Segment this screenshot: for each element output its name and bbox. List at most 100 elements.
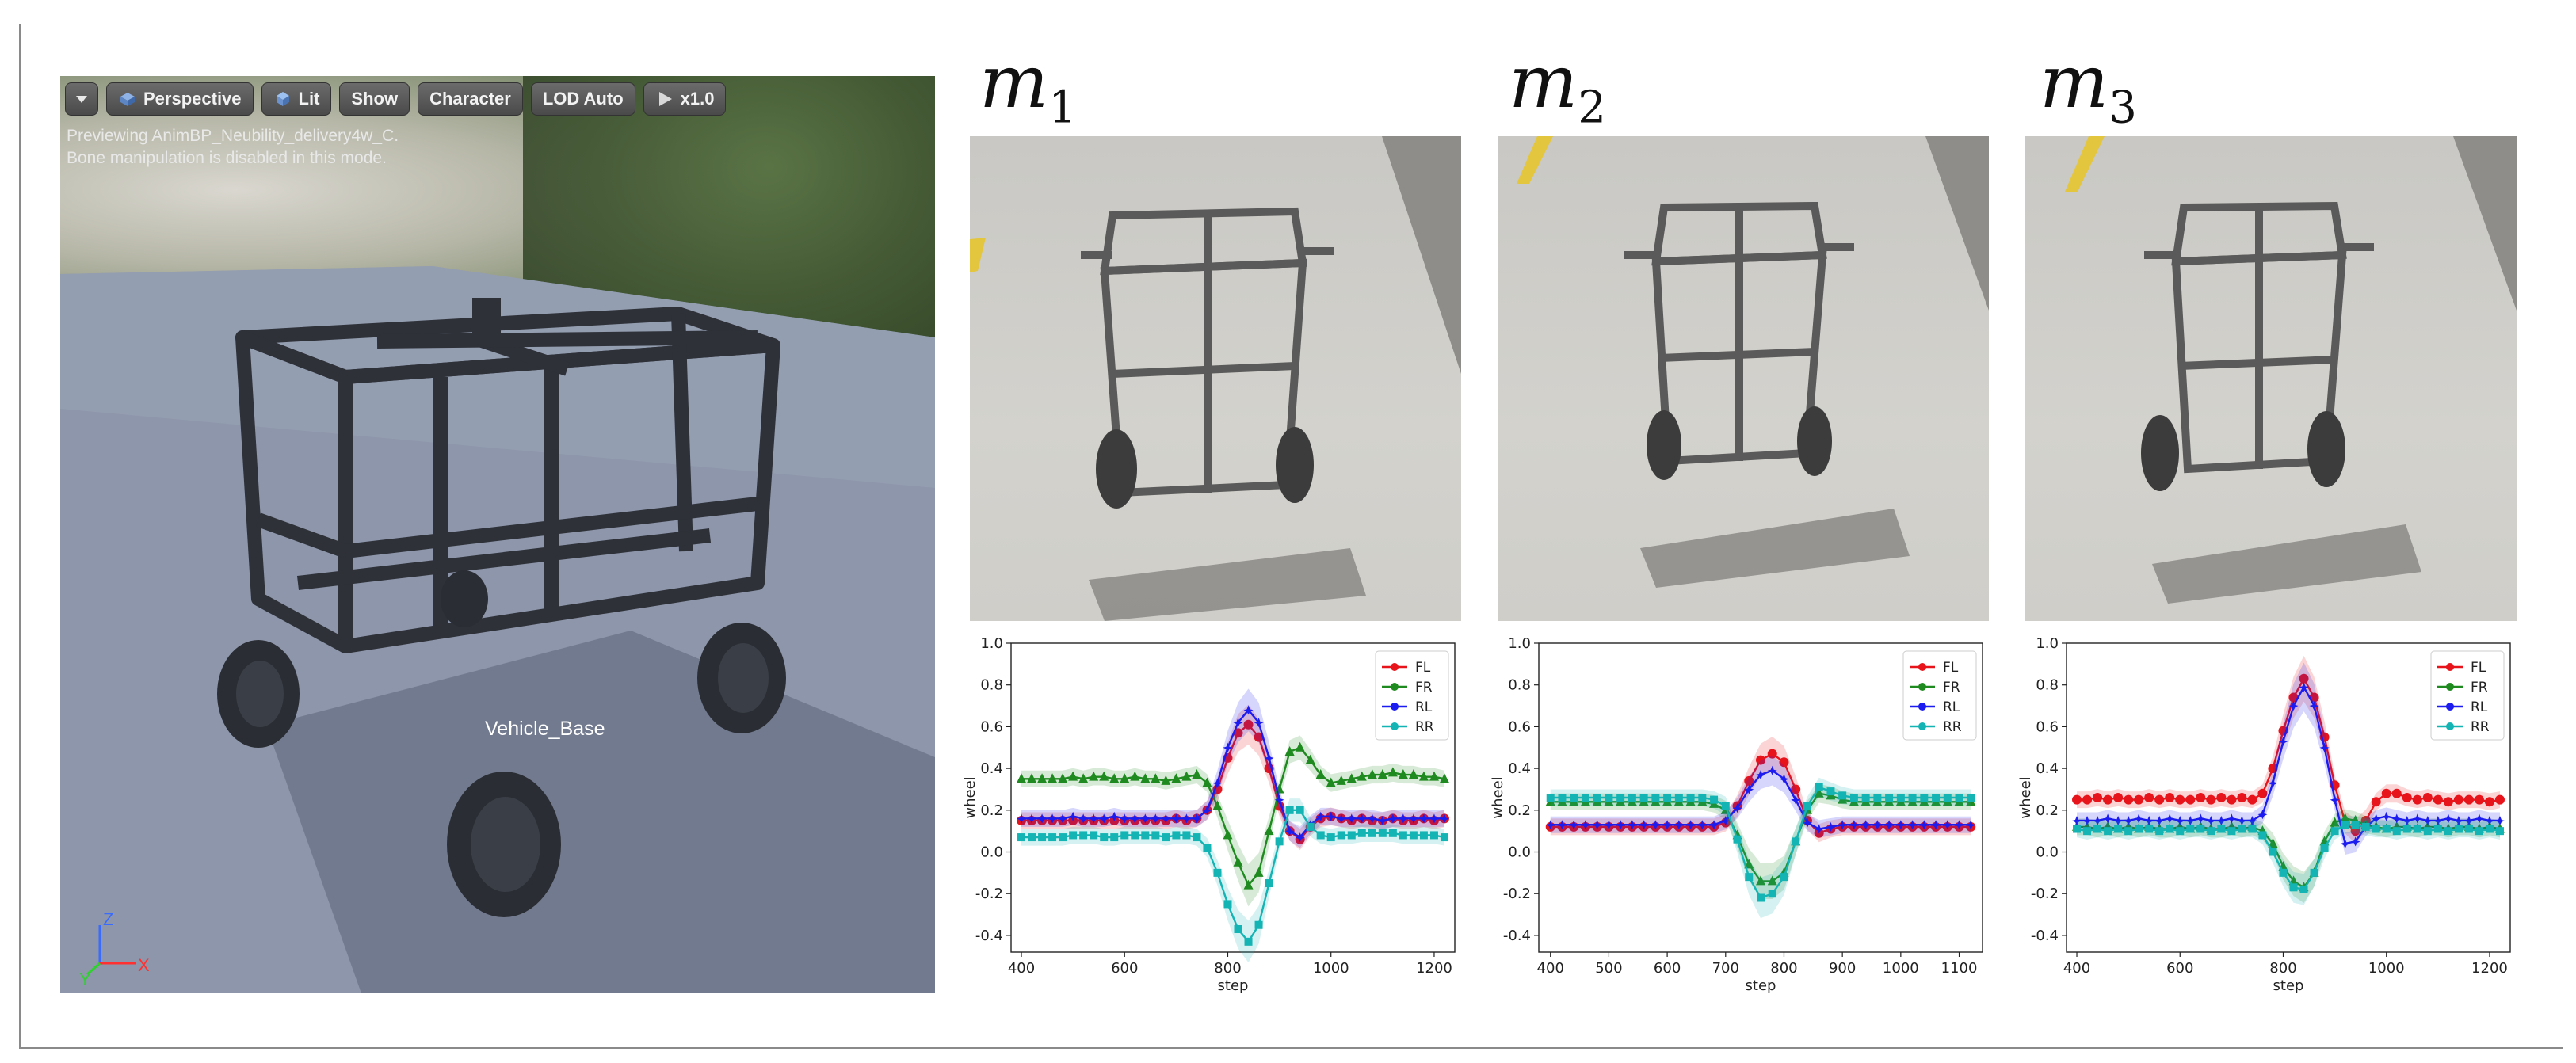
data-point-RR: [2166, 825, 2174, 833]
data-point-RL: [1418, 813, 1429, 824]
character-button[interactable]: Character: [418, 82, 523, 116]
lit-button[interactable]: Lit: [261, 82, 332, 116]
data-point-FL: [1756, 755, 1765, 765]
legend-marker-FR: [1918, 683, 1926, 691]
data-point-RR: [1244, 937, 1253, 946]
data-point-RL: [1120, 813, 1130, 824]
data-point-RL: [1048, 813, 1058, 824]
data-point-RL: [1140, 813, 1151, 824]
x-axis-label: step: [2273, 977, 2304, 994]
data-point-RR: [2258, 831, 2267, 840]
data-point-RL: [1109, 811, 1120, 821]
bone-manipulation-message: Bone manipulation is disabled in this mo…: [67, 149, 387, 167]
data-point-RL: [2185, 815, 2196, 825]
data-point-RL: [1171, 813, 1181, 824]
data-point-FR: [1109, 773, 1120, 783]
data-point-RL: [1212, 778, 1223, 788]
lod-button[interactable]: LOD Auto: [530, 82, 635, 116]
data-point-RR: [1172, 831, 1181, 840]
data-point-RR: [2392, 827, 2401, 836]
data-point-RL: [2381, 811, 2391, 821]
editor-viewport[interactable]: Perspective Lit Show Character LOD Auto …: [60, 76, 935, 993]
data-point-RL: [2072, 815, 2082, 825]
perspective-button[interactable]: Perspective: [106, 82, 254, 116]
data-point-RR: [2289, 883, 2298, 892]
data-point-RR: [1120, 831, 1129, 840]
data-point-FR: [1315, 769, 1326, 779]
data-point-RR: [1090, 831, 1098, 840]
data-point-RL: [1966, 820, 1976, 830]
data-point-FR: [1212, 800, 1223, 810]
data-point-RR: [1803, 802, 1811, 810]
data-point-RL: [1592, 820, 1602, 830]
axis-x-label: X: [138, 955, 150, 975]
data-point-RL: [1767, 765, 1777, 775]
data-point-RL: [1027, 813, 1037, 824]
viewport-options-button[interactable]: [65, 82, 98, 116]
data-point-RL: [1942, 820, 1952, 830]
data-point-RR: [1710, 795, 1719, 804]
data-point-RR: [1849, 794, 1858, 802]
data-point-RR: [1265, 879, 1273, 888]
y-tick-label: 0.2: [1508, 802, 1531, 819]
legend-label-FL: FL: [1415, 660, 1431, 676]
playback-speed-button[interactable]: x1.0: [643, 82, 727, 116]
data-point-FL: [1767, 749, 1777, 759]
data-point-FR: [1068, 771, 1078, 781]
series-band-RR: [1021, 798, 1444, 963]
data-point-RR: [2279, 868, 2288, 877]
data-point-RL: [1884, 820, 1895, 830]
data-point-RR: [1558, 794, 1567, 802]
data-point-RR: [1337, 831, 1345, 840]
data-point-RL: [2422, 815, 2433, 825]
data-point-FR: [1439, 773, 1449, 783]
data-point-RR: [2372, 825, 2380, 833]
data-point-RL: [1954, 820, 1964, 830]
x-tick-label: 1200: [1416, 960, 1452, 977]
data-point-FR: [1171, 773, 1181, 783]
data-point-RR: [1079, 831, 1088, 840]
data-point-RL: [1697, 820, 1708, 830]
data-point-RL: [1895, 820, 1906, 830]
data-point-FL: [2227, 794, 2237, 805]
data-point-RL: [1604, 820, 1614, 830]
data-point-RL: [1274, 794, 1284, 805]
x-tick-label: 800: [1214, 960, 1241, 977]
data-point-RR: [1131, 831, 1139, 840]
data-point-RL: [2124, 815, 2134, 825]
lod-label: LOD Auto: [542, 89, 624, 109]
data-point-RL: [1202, 805, 1212, 815]
data-point-RR: [1162, 833, 1170, 842]
data-point-RL: [1639, 820, 1649, 830]
data-point-RL: [2463, 815, 2474, 825]
lit-sphere-icon: [276, 92, 289, 106]
data-point-FR: [1192, 769, 1202, 779]
x-tick-label: 800: [2269, 960, 2296, 977]
legend-marker-FR: [2446, 683, 2454, 691]
data-point-RL: [1326, 811, 1336, 821]
data-point-RR: [2196, 825, 2205, 833]
data-point-FR: [1346, 773, 1357, 783]
show-button[interactable]: Show: [339, 82, 410, 116]
character-label: Character: [429, 89, 511, 109]
data-point-RR: [1815, 783, 1823, 791]
data-point-RR: [2093, 825, 2102, 833]
data-point-RL: [2350, 836, 2360, 847]
data-point-RL: [2288, 701, 2299, 711]
data-point-FR: [1284, 746, 1295, 756]
y-tick-label: 0.4: [1508, 760, 1531, 777]
y-tick-label: 0.2: [2036, 802, 2059, 819]
data-point-FL: [2484, 797, 2494, 807]
x-tick-label: 600: [2166, 960, 2193, 977]
data-point-RR: [1223, 900, 1232, 909]
legend-marker-RL: [2446, 703, 2454, 711]
data-point-RR: [1388, 829, 1397, 837]
data-point-RR: [1409, 831, 1418, 840]
data-point-RL: [1627, 820, 1637, 830]
data-point-RR: [2269, 848, 2277, 856]
data-point-FR: [1140, 773, 1151, 783]
data-point-RL: [1802, 817, 1812, 828]
data-point-RL: [1826, 821, 1836, 832]
data-point-FR: [1264, 825, 1274, 836]
data-point-RR: [2083, 827, 2092, 836]
